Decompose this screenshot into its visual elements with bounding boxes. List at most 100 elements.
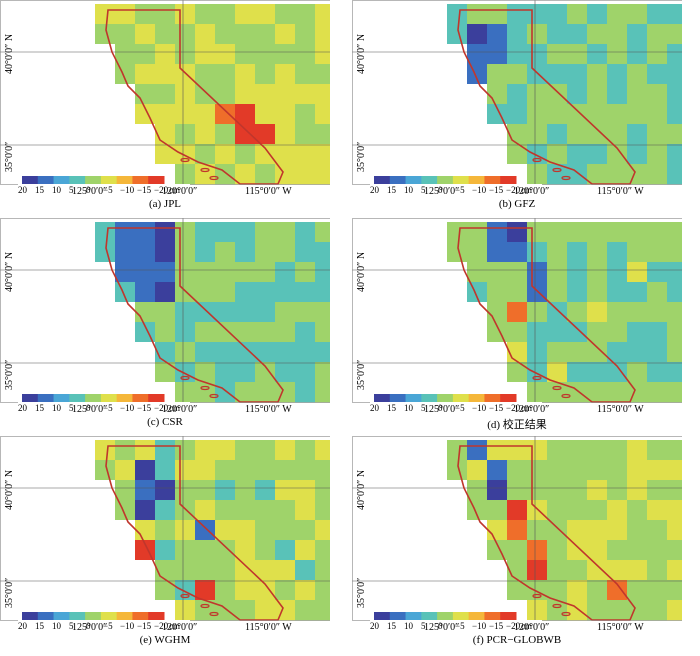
grid-cell	[315, 362, 330, 383]
grid-cell	[115, 242, 136, 263]
grid-cell	[627, 4, 648, 25]
grid-cell	[195, 540, 216, 561]
grid-cell	[275, 500, 296, 521]
grid-cell	[255, 104, 276, 125]
grid-cell	[315, 262, 330, 283]
grid-cell	[567, 342, 588, 363]
grid-cell	[235, 322, 256, 343]
grid-cell	[667, 44, 682, 65]
grid-cell	[155, 440, 176, 461]
colorbar-segment	[421, 176, 438, 184]
grid-cell	[627, 520, 648, 541]
grid-cell	[647, 222, 668, 243]
grid-cell	[195, 560, 216, 581]
colorbar-tick-label: 10	[404, 185, 413, 195]
grid-cell	[215, 24, 236, 45]
grid-cell	[195, 500, 216, 521]
grid-cell	[215, 560, 236, 581]
grid-cell	[487, 560, 508, 581]
grid-cell	[175, 164, 196, 185]
colorbar-segment	[500, 612, 517, 620]
colorbar-tick-label: 20	[18, 621, 27, 631]
grid-cell	[567, 124, 588, 145]
grid-cell	[135, 222, 156, 243]
grid-cell	[155, 580, 176, 601]
grid-cell	[215, 480, 236, 501]
grid-cell	[667, 282, 682, 303]
grid-cell	[607, 64, 628, 85]
grid-cell	[527, 282, 548, 303]
colorbar-tick-label: 0	[86, 621, 91, 631]
grid-cell	[275, 382, 296, 403]
grid-cell	[467, 440, 488, 461]
grid-cell	[487, 500, 508, 521]
grid-cell	[607, 600, 628, 621]
grid-cell	[487, 282, 508, 303]
colorbar-segment	[148, 612, 165, 620]
grid-cell	[215, 580, 236, 601]
grid-cell	[95, 84, 116, 105]
panel-caption: (a) JPL	[148, 198, 182, 210]
grid-cell	[507, 262, 528, 283]
grid-cell	[235, 600, 256, 621]
grid-cell	[547, 144, 568, 165]
grid-cell	[135, 440, 156, 461]
colorbar-segment	[405, 394, 422, 402]
colorbar-segment	[69, 612, 86, 620]
grid-cell	[95, 322, 116, 343]
grid-cell	[627, 382, 648, 403]
grid-cell	[275, 242, 296, 263]
grid-cell	[527, 342, 548, 363]
colorbar-tick-label: 15	[35, 621, 44, 631]
grid-cell	[567, 600, 588, 621]
grid-cell	[215, 342, 236, 363]
grid-cell	[195, 24, 216, 45]
grid-cell	[215, 262, 236, 283]
grid-cell	[627, 124, 648, 145]
grid-cell	[95, 440, 116, 461]
grid-cell	[487, 24, 508, 45]
grid-cell	[527, 362, 548, 383]
colorbar-segment	[37, 394, 55, 402]
grid-cell	[195, 242, 216, 263]
grid-cell	[95, 282, 116, 303]
grid-cell	[295, 144, 316, 165]
grid-cell	[527, 580, 548, 601]
island-outline	[561, 611, 571, 617]
grid-cell	[647, 242, 668, 263]
grid-cell	[315, 4, 330, 25]
colorbar-segment	[389, 612, 407, 620]
grid-cell	[95, 124, 116, 145]
grid-cell	[215, 282, 236, 303]
grid-cell	[587, 282, 608, 303]
grid-cell	[135, 84, 156, 105]
colorbar-tick-label: −5	[455, 403, 465, 413]
grid-cell	[527, 24, 548, 45]
colorbar-tick-label: 15	[35, 403, 44, 413]
grid-cell	[507, 580, 528, 601]
grid-cell	[607, 560, 628, 581]
grid-cell	[255, 520, 276, 541]
longitude-label: 115°0′0″ W	[245, 186, 292, 197]
grid-cell	[607, 460, 628, 481]
grid-cell	[567, 500, 588, 521]
island-outline	[532, 593, 542, 599]
colorbar-tick-label: 5	[421, 185, 426, 195]
colorbar-segment	[500, 394, 517, 402]
grid-cell	[135, 460, 156, 481]
grid-cell	[195, 480, 216, 501]
grid-cell	[255, 580, 276, 601]
grid-cell	[195, 262, 216, 283]
colorbar-segment	[468, 612, 485, 620]
grid-cell	[667, 500, 682, 521]
grid-cell	[275, 24, 296, 45]
grid-cell	[275, 520, 296, 541]
grid-cell	[195, 342, 216, 363]
grid-cell	[95, 480, 116, 501]
grid-cell	[255, 540, 276, 561]
grid-cell	[587, 104, 608, 125]
colorbar-tick-label: 15	[387, 621, 396, 631]
colorbar-tick-label: −5	[455, 621, 465, 631]
grid-cell	[587, 520, 608, 541]
grid-cell	[175, 282, 196, 303]
